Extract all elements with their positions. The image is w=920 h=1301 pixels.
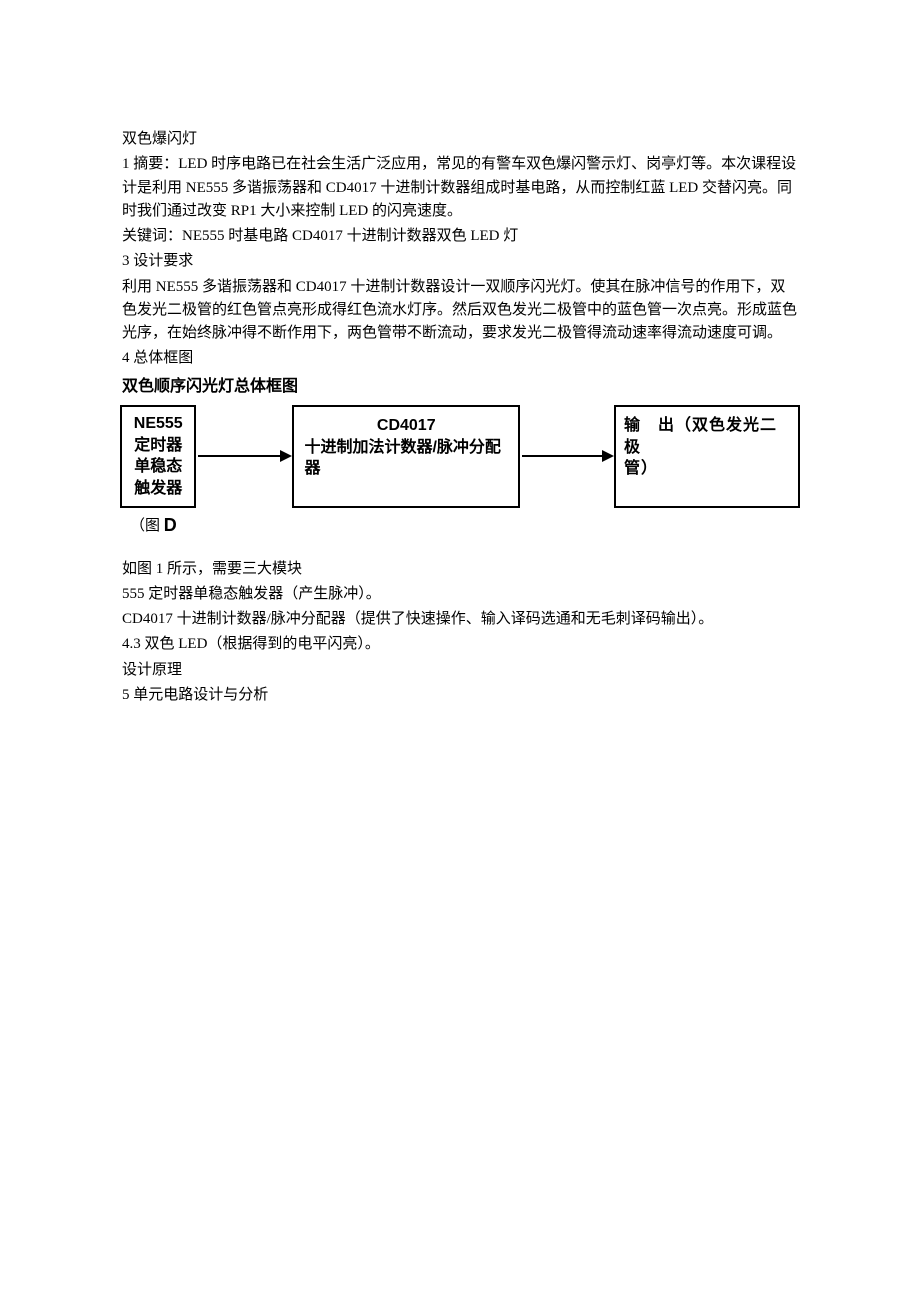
arrow-right-icon [196, 444, 292, 468]
node-ne555-line1: NE555 [130, 413, 186, 435]
node-cd4017: CD4017 十进制加法计数器/脉冲分配器 [292, 405, 520, 507]
post-para-1: 如图 1 所示，需要三大模块 [122, 558, 800, 581]
post-para-4: 4.3 双色 LED（根据得到的电平闪亮）。 [122, 633, 800, 656]
post-para-5: 设计原理 [122, 659, 800, 682]
block-diagram: NE555 定时器 单稳态 触发器 CD4017 十进制加法计数器/脉冲分配器 [120, 405, 800, 507]
post-para-2: 555 定时器单稳态触发器（产生脉冲）。 [122, 583, 800, 606]
document-page: 双色爆闪灯 1 摘要：LED 时序电路已在社会生活广泛应用，常见的有警车双色爆闪… [0, 0, 920, 707]
node-output-line1: 输 出（双色发光二极 [624, 415, 790, 458]
caption-prefix: （图 [130, 518, 164, 534]
node-output-line2: 管） [624, 458, 790, 480]
node-output: 输 出（双色发光二极 管） [614, 405, 800, 507]
arrow-1 [196, 405, 292, 507]
post-para-3: CD4017 十进制计数器/脉冲分配器（提供了快速操作、输入译码选通和无毛刺译码… [122, 608, 800, 631]
node-cd4017-line2: 十进制加法计数器/脉冲分配器 [304, 437, 508, 480]
diagram-row: NE555 定时器 单稳态 触发器 CD4017 十进制加法计数器/脉冲分配器 [120, 405, 800, 507]
node-ne555: NE555 定时器 单稳态 触发器 [120, 405, 196, 507]
node-cd4017-line1: CD4017 [304, 415, 508, 437]
section-4-heading: 4 总体框图 [122, 347, 800, 370]
post-para-6: 5 单元电路设计与分析 [122, 684, 800, 707]
arrow-right-icon [520, 444, 614, 468]
node-ne555-line3: 单稳态 [130, 456, 186, 478]
keywords: 关键词：NE555 时基电路 CD4017 十进制计数器双色 LED 灯 [122, 225, 800, 248]
node-ne555-line2: 定时器 [130, 435, 186, 457]
caption-letter: D [164, 515, 177, 535]
diagram-title: 双色顺序闪光灯总体框图 [122, 375, 800, 400]
section-3-heading: 3 设计要求 [122, 250, 800, 273]
diagram-caption: （图 D [130, 512, 800, 540]
arrow-2 [520, 405, 614, 507]
node-ne555-line4: 触发器 [130, 478, 186, 500]
doc-title: 双色爆闪灯 [122, 128, 800, 151]
section-3-body: 利用 NE555 多谐振荡器和 CD4017 十进制计数器设计一双顺序闪光灯。使… [122, 276, 800, 346]
abstract: 1 摘要：LED 时序电路已在社会生活广泛应用，常见的有警车双色爆闪警示灯、岗亭… [122, 153, 800, 223]
